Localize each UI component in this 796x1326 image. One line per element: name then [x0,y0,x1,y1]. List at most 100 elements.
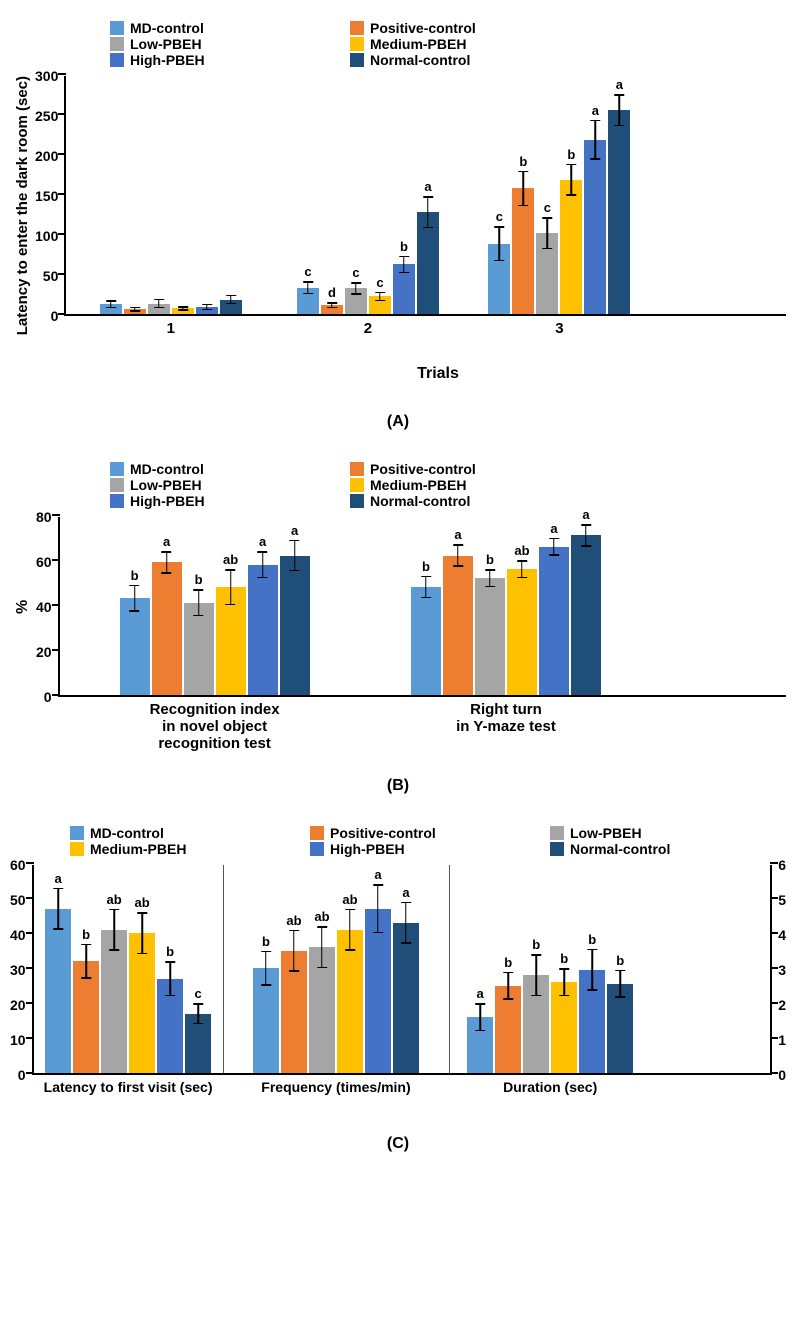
bar-low: c [345,288,367,314]
sig-label: ab [342,892,357,907]
legend-item-pos: Positive-control [350,461,550,477]
legend-label-pos: Positive-control [370,461,476,477]
divider-line [223,865,224,1073]
legend-label-high: High-PBEH [130,52,205,68]
error-bar [355,282,357,295]
sig-label: b [422,559,430,574]
swatch-high [110,53,124,67]
error-bar [85,944,87,979]
bar-md: c [297,288,319,314]
bar-pos: a [443,556,473,696]
error-bar [403,256,405,274]
bar-md: b [120,598,150,695]
bar-med [172,308,194,314]
legend-label-low: Low-PBEH [570,825,642,841]
error-bar [563,968,565,996]
sig-label: a [454,527,461,542]
bar-pos: b [495,986,521,1074]
error-bar [457,544,459,567]
legend-b: MD-control Positive-control Low-PBEH Medium… [110,461,786,509]
swatch-md [110,21,124,35]
ylabel-a: Latency to enter the dark room (sec) [10,76,35,335]
error-bar [489,569,491,587]
sig-label: b [519,154,527,169]
bar-med: ab [216,587,246,695]
panel-a: MD-controlPositive-controlLow-PBEHMedium… [10,20,786,431]
sig-label: a [291,523,298,538]
bar-group: babababaa [253,909,419,1074]
bar-norm: a [608,110,630,314]
swatch-med [70,842,84,856]
legend-label-med: Medium-PBEH [90,841,186,857]
legend-item-med: Medium-PBEH [350,477,550,493]
panel-c-label: (C) [10,1135,786,1153]
bar-group: cbcbaa [488,110,630,314]
chart-c-wrap: 6050403020100 abababbcLatency to first v… [10,865,786,1075]
error-bar [158,299,160,309]
sig-label: a [374,867,381,882]
bar-med: c [369,296,391,314]
sig-label: ab [106,892,121,907]
plot-a: 1cdccba2cbcbaa3 [64,76,786,316]
swatch-low [550,826,564,840]
error-bar [535,954,537,996]
swatch-pos [350,462,364,476]
bar-group: bababaa [120,556,310,696]
legend-item-low: Low-PBEH [550,825,750,841]
bar-md: a [45,909,71,1074]
bar-high: b [579,970,605,1073]
error-bar [547,217,549,249]
legend-label-md: MD-control [130,461,204,477]
legend-label-low: Low-PBEH [130,36,202,52]
legend-label-norm: Normal-control [370,493,470,509]
xgroup-label: Right turn in Y-maze test [456,701,556,735]
bar-md: b [411,587,441,695]
swatch-pos [310,826,324,840]
error-bar [293,930,295,972]
sig-label: c [496,209,503,224]
bar-high: b [157,979,183,1074]
error-bar [619,970,621,998]
error-bar [169,961,171,996]
bar-md [100,304,122,314]
bar-group: bababaa [411,535,601,695]
sig-label: a [259,534,266,549]
legend-item-high: High-PBEH [310,841,510,857]
bar-group: abababbc [45,909,211,1074]
legend-label-med: Medium-PBEH [370,477,466,493]
sig-label: a [550,521,557,536]
bar-group: cdccba [297,212,439,314]
legend-label-md: MD-control [90,825,164,841]
error-bar [479,1003,481,1031]
sig-label: b [616,953,624,968]
panel-b: MD-control Positive-control Low-PBEH Medium… [10,461,786,795]
swatch-med [350,37,364,51]
bar-low: b [523,975,549,1073]
sig-label: ab [514,543,529,558]
error-bar [230,295,232,305]
swatch-pos [350,21,364,35]
legend-item-pos: Positive-control [350,20,550,36]
error-bar [499,226,501,261]
legend-item-med: Medium-PBEH [350,36,550,52]
bar-norm: a [571,535,601,695]
error-bar [553,538,555,556]
legend-label-high: High-PBEH [130,493,205,509]
sig-label: b [82,927,90,942]
legend-item-low: Low-PBEH [110,477,310,493]
legend-label-med: Medium-PBEH [370,36,466,52]
bar-group [100,300,242,314]
xgroup-label: 2 [364,320,372,337]
error-bar [198,589,200,616]
sig-label: a [592,103,599,118]
error-bar [571,164,573,196]
error-bar [262,551,264,578]
swatch-med [350,478,364,492]
error-bar [591,949,593,991]
error-bar [377,884,379,933]
sig-label: a [582,507,589,522]
sig-label: a [424,179,431,194]
bar-high: a [248,565,278,696]
swatch-md [70,826,84,840]
bar-md: c [488,244,510,314]
